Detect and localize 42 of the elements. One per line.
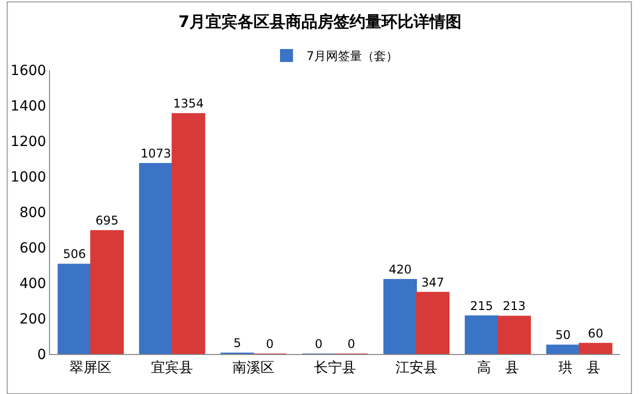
y-tick-label: 600 [19,240,46,256]
y-tick-label: 1200 [10,134,46,150]
bar [416,292,450,354]
x-tick-label: 珙 县 [558,360,600,376]
bar [172,113,206,354]
y-tick-label: 200 [19,311,46,328]
data-label: 0 [314,337,323,351]
data-label: 1073 [140,146,172,161]
data-label: 695 [96,214,118,228]
bar [578,342,612,354]
data-label: 506 [62,247,86,262]
bar [383,278,417,354]
bar [139,163,173,354]
y-tick-label: 0 [37,346,46,363]
bar [546,344,580,354]
y-tick-label: 1400 [10,98,46,114]
legend-label: 7月网签量（套） [306,49,398,64]
y-tick-label: 800 [19,204,46,221]
x-tick-label: 翠屏区 [70,360,112,376]
data-label: 0 [266,337,274,351]
y-tick-label: 1000 [10,169,46,186]
bar [58,264,92,354]
chart-title: 7月宜宾各区县商品房签约量环比详情图 [178,12,462,31]
data-label: 215 [470,298,494,313]
bar [90,230,124,354]
data-label: 60 [588,326,604,340]
data-label: 50 [555,328,571,342]
y-tick-label: 400 [19,276,46,292]
data-label: 0 [347,337,356,351]
data-label: 1354 [173,96,204,111]
y-tick-label: 1600 [10,62,46,79]
bar [497,316,531,354]
data-label: 5 [233,336,242,350]
bar [464,315,498,354]
x-tick-label: 宜宾县 [151,360,194,376]
data-label: 420 [388,262,412,276]
x-tick-label: 江安县 [395,360,438,376]
x-tick-label: 南溪区 [232,360,275,376]
data-label: 213 [502,299,526,314]
data-label: 347 [421,275,444,290]
x-tick-label: 长宁县 [314,360,356,376]
x-tick-label: 高 县 [476,360,519,376]
